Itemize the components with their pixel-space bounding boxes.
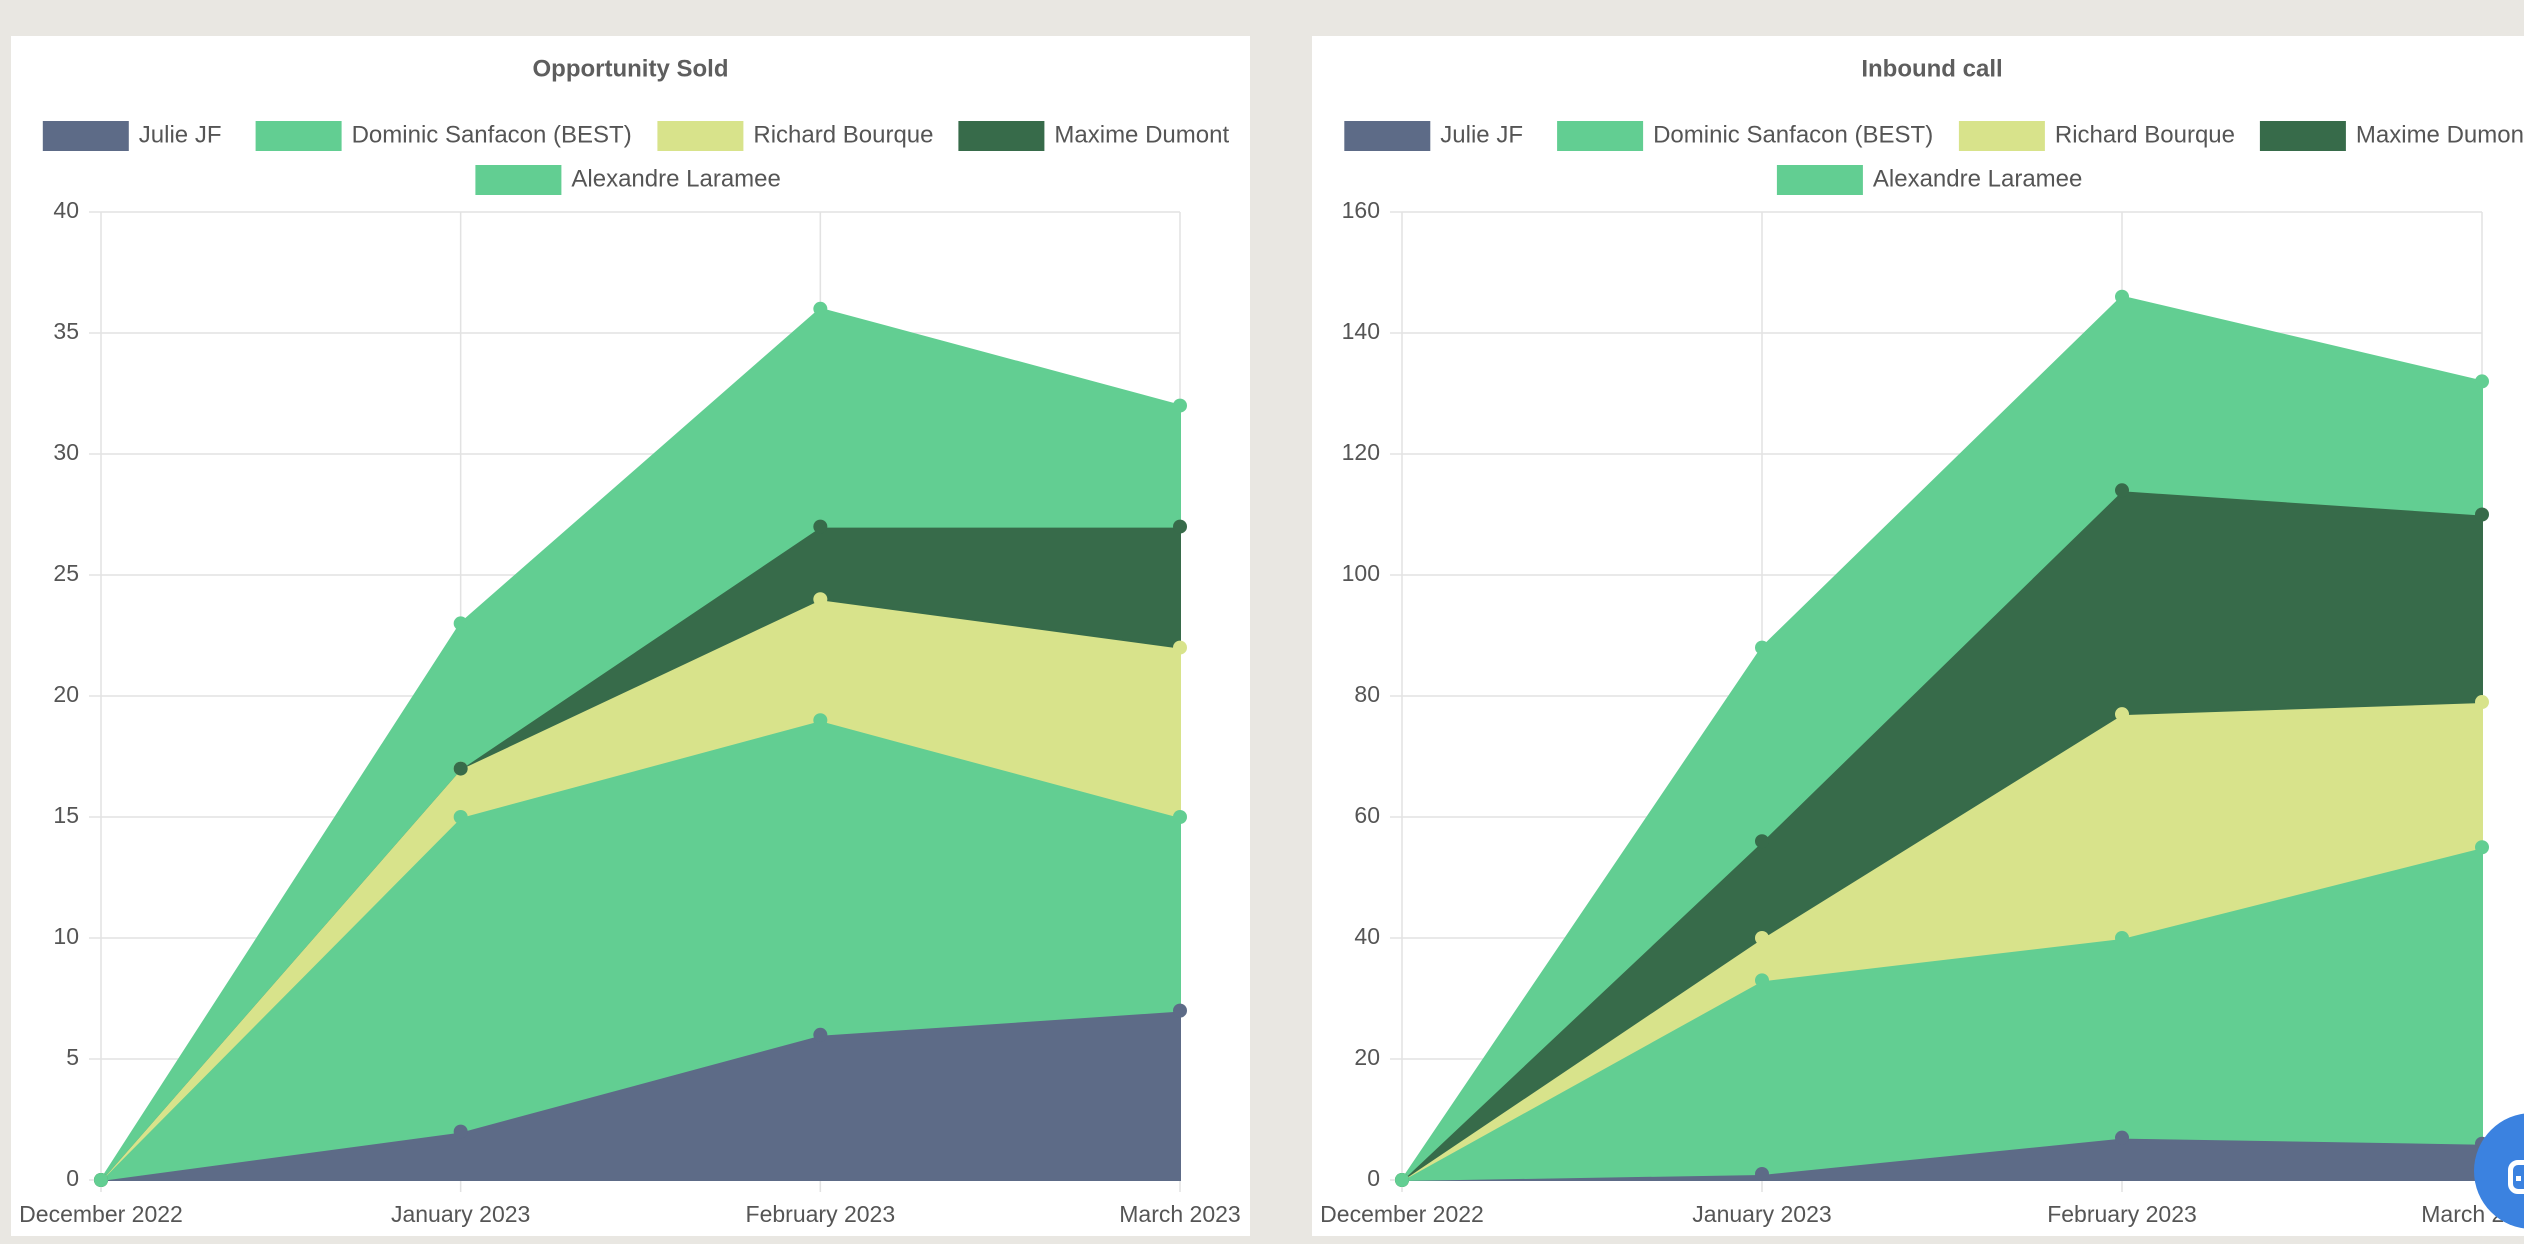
y-tick-label: 160 (1342, 197, 1380, 223)
y-tick-label: 120 (1342, 439, 1380, 465)
point-alexandre[interactable] (453, 616, 468, 631)
chart-title: Opportunity Sold (533, 55, 729, 82)
x-tick-label: January 2023 (391, 1201, 530, 1227)
x-tick-label: December 2022 (1320, 1201, 1484, 1227)
legend-label-dominic[interactable]: Dominic Sanfacon (BEST) (1653, 121, 1933, 148)
y-tick-label: 10 (53, 923, 79, 949)
chat-dots-icon (2516, 1176, 2524, 1181)
legend-label-alexandre[interactable]: Alexandre Laramee (1873, 165, 2082, 192)
y-tick-label: 30 (53, 439, 79, 465)
point-dominic[interactable] (813, 713, 828, 728)
point-julie[interactable] (1173, 1003, 1187, 1018)
x-tick-label: February 2023 (2047, 1201, 2197, 1227)
legend-swatch-alexandre[interactable] (1776, 165, 1863, 195)
legend-label-julie[interactable]: Julie JF (139, 121, 222, 148)
legend-swatch-alexandre[interactable] (475, 165, 562, 195)
legend-label-richard[interactable]: Richard Bourque (2055, 121, 2235, 148)
y-tick-label: 0 (66, 1165, 79, 1191)
point-alexandre[interactable] (2115, 289, 2129, 304)
point-julie[interactable] (2115, 1130, 2129, 1145)
point-julie[interactable] (813, 1027, 828, 1042)
stacked-areas (98, 307, 1181, 1182)
inbound-call-chart-panel: Inbound call Julie JF Dominic Sanfacon (BE… (1312, 36, 2524, 1236)
y-tick-label: 35 (53, 318, 79, 344)
point-alexandre[interactable] (1395, 1173, 1409, 1187)
point-richard[interactable] (1755, 931, 1769, 945)
y-tick-label: 20 (1354, 1044, 1380, 1070)
legend-swatch-julie[interactable] (42, 121, 129, 151)
point-richard[interactable] (2115, 707, 2129, 722)
area-alexandre[interactable] (1401, 295, 2483, 1181)
point-richard[interactable] (1173, 640, 1187, 655)
y-tick-label: 25 (53, 560, 79, 586)
data-points (1395, 289, 2489, 1187)
y-tick-label: 80 (1354, 681, 1380, 707)
legend-label-julie[interactable]: Julie JF (1440, 121, 1523, 148)
point-alexandre[interactable] (813, 301, 828, 316)
x-tick-label: March 2023 (1119, 1201, 1240, 1227)
x-tick-label: February 2023 (746, 1201, 896, 1227)
x-tick-label: January 2023 (1692, 1201, 1831, 1227)
y-tick-label: 20 (53, 681, 79, 707)
area-alexandre[interactable] (100, 307, 1181, 1181)
y-tick-label: 15 (53, 802, 79, 828)
y-tick-label: 140 (1342, 318, 1380, 344)
opportunity-sold-chart-panel: Opportunity Sold Julie JF Dominic Sanfacon… (11, 36, 1250, 1236)
point-maxime[interactable] (2475, 507, 2489, 522)
opportunity-sold-chart: Opportunity Sold Julie JF Dominic Sanfacon… (19, 55, 1241, 1227)
y-tick-label: 40 (53, 197, 79, 223)
point-alexandre[interactable] (94, 1173, 108, 1187)
legend-label-dominic[interactable]: Dominic Sanfacon (BEST) (352, 121, 632, 148)
chart-title: Inbound call (1861, 55, 2002, 82)
point-alexandre[interactable] (1755, 640, 1769, 655)
legend-swatch-dominic[interactable] (255, 121, 342, 151)
point-dominic[interactable] (2475, 840, 2489, 855)
legend-label-richard[interactable]: Richard Bourque (753, 121, 933, 148)
point-maxime[interactable] (1173, 519, 1187, 534)
point-julie[interactable] (1755, 1166, 1769, 1181)
legend-swatch-richard[interactable] (657, 121, 744, 151)
y-tick-label: 60 (1354, 802, 1380, 828)
point-alexandre[interactable] (2475, 374, 2489, 389)
legend-label-maxime[interactable]: Maxime Dumont (1054, 121, 1229, 148)
point-dominic[interactable] (2115, 931, 2129, 945)
legend-swatch-maxime[interactable] (958, 121, 1045, 151)
legend-label-maxime[interactable]: Maxime Dumont (2356, 121, 2524, 148)
point-maxime[interactable] (453, 761, 468, 776)
legend-swatch-julie[interactable] (1344, 121, 1431, 151)
point-maxime[interactable] (813, 519, 828, 534)
x-tick-label: December 2022 (19, 1201, 183, 1227)
y-tick-label: 5 (66, 1044, 79, 1070)
y-tick-label: 100 (1342, 560, 1380, 586)
legend-swatch-richard[interactable] (1958, 121, 2045, 151)
point-maxime[interactable] (2115, 483, 2129, 498)
legend-swatch-maxime[interactable] (2259, 121, 2346, 151)
legend-swatch-dominic[interactable] (1557, 121, 1644, 151)
point-richard[interactable] (813, 592, 828, 607)
point-alexandre[interactable] (1173, 398, 1187, 413)
point-julie[interactable] (453, 1124, 468, 1139)
point-maxime[interactable] (1755, 834, 1769, 849)
point-dominic[interactable] (453, 810, 468, 824)
data-points (94, 301, 1187, 1187)
chat-icon (2508, 1160, 2524, 1194)
stacked-areas (1401, 295, 2483, 1181)
point-dominic[interactable] (1755, 973, 1769, 988)
point-richard[interactable] (2475, 695, 2489, 710)
inbound-call-chart: Inbound call Julie JF Dominic Sanfacon (BE… (1320, 55, 2524, 1227)
y-tick-label: 0 (1367, 1165, 1380, 1191)
legend-label-alexandre[interactable]: Alexandre Laramee (571, 165, 780, 192)
y-tick-label: 40 (1354, 923, 1380, 949)
point-dominic[interactable] (1173, 810, 1187, 824)
